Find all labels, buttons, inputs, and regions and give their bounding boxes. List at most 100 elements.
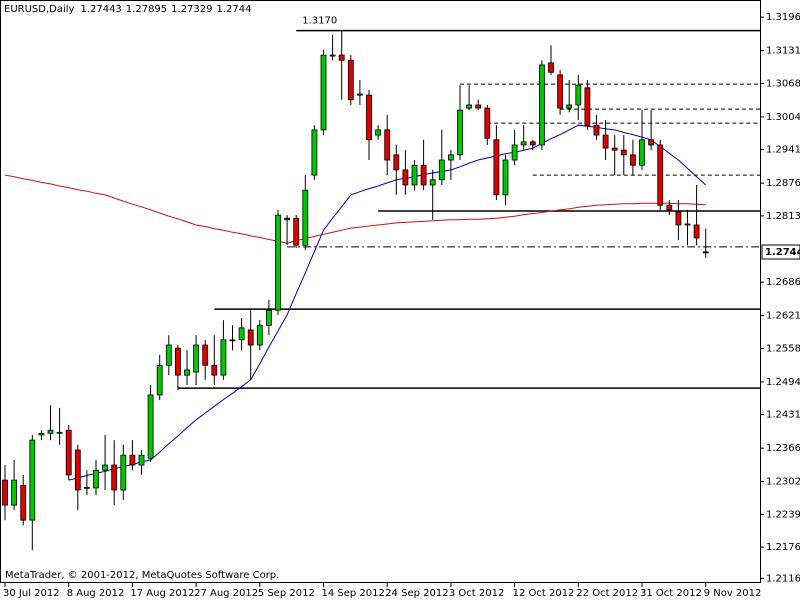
candle-body	[238, 327, 245, 341]
candle-body	[229, 339, 236, 342]
candle-body	[702, 251, 709, 254]
candle-body	[174, 347, 181, 376]
x-tick-label: 3 Oct 2012	[449, 588, 504, 599]
y-tick-label: 1.28135	[766, 211, 800, 222]
candle-body	[466, 104, 473, 109]
candle-body	[693, 224, 700, 239]
candle-body	[384, 129, 391, 161]
candle-body	[557, 74, 563, 109]
candle-body	[284, 217, 291, 221]
candle-body	[84, 486, 90, 489]
candle-body	[202, 344, 209, 366]
candle-body	[193, 344, 200, 373]
candle-body	[220, 339, 227, 376]
candle-body	[320, 54, 327, 131]
x-tick-label: 30 Jul 2012	[3, 588, 60, 599]
y-tick-label: 1.26215	[766, 311, 800, 322]
candle-body	[420, 164, 427, 186]
candle-body	[165, 344, 172, 366]
candle-body	[366, 94, 372, 141]
candle-body	[56, 431, 63, 434]
y-tick-label: 1.30685	[766, 78, 800, 89]
candle-body	[620, 149, 627, 156]
y-tick-label: 1.24940	[766, 377, 800, 388]
candle-body	[447, 154, 454, 161]
candle-body	[666, 204, 673, 211]
candle-body	[329, 54, 336, 57]
candle-body	[484, 107, 491, 139]
candle-body	[129, 454, 136, 466]
candle-body	[38, 432, 45, 436]
candle-body	[184, 369, 190, 376]
candle-body	[457, 109, 463, 156]
candle-body	[102, 464, 108, 471]
candle-body	[611, 147, 618, 151]
candle-body	[438, 159, 445, 181]
header-open: 1.27443	[80, 4, 121, 15]
candle-body	[2, 479, 8, 506]
level-label: 1.3170	[302, 16, 337, 27]
candle-body	[566, 104, 573, 109]
candle-body	[475, 104, 482, 109]
candle-body	[548, 62, 554, 73]
y-tick-label: 1.25585	[766, 343, 800, 354]
moving-average	[4, 174, 706, 244]
candle-body	[602, 134, 609, 149]
candle-body	[502, 159, 509, 196]
candle-body	[11, 479, 18, 506]
candle-body	[211, 364, 218, 376]
candle-body	[639, 139, 645, 166]
y-tick-label: 1.2116	[766, 573, 800, 584]
current-price-box	[761, 244, 800, 260]
candle-body	[630, 154, 636, 166]
x-tick-label: 5 Sep 2012	[258, 588, 315, 599]
moving-average	[68, 124, 707, 481]
candle-body	[375, 129, 382, 136]
candle-body	[156, 364, 163, 396]
candle-body	[74, 449, 81, 491]
candle-body	[338, 54, 345, 61]
candle-body	[593, 124, 600, 136]
x-tick-label: 17 Aug 2012	[130, 588, 194, 599]
y-tick-label: 1.23665	[766, 443, 800, 454]
candle-body	[584, 87, 591, 126]
x-tick-label: 9 Nov 2012	[704, 588, 762, 599]
candle-body	[20, 484, 27, 521]
candle-body	[529, 141, 536, 146]
candle-body	[138, 454, 145, 466]
candle-body	[684, 223, 691, 226]
y-tick-label: 1.22390	[766, 509, 800, 520]
candle-body	[657, 144, 664, 206]
candle-body	[575, 84, 582, 106]
y-tick-label: 1.21760	[766, 542, 800, 553]
candle-body	[520, 141, 527, 146]
candle-body	[293, 217, 300, 246]
candle-body	[111, 464, 118, 491]
candle-body	[402, 169, 409, 186]
candle-body	[511, 144, 518, 161]
x-tick-label: 24 Sep 2012	[385, 588, 448, 599]
candle-body	[311, 129, 318, 176]
candle-body	[256, 324, 263, 346]
candle-body	[275, 214, 281, 311]
x-tick-label: 27 Aug 2012	[194, 588, 258, 599]
y-tick-label: 1.31960	[766, 12, 800, 23]
plot-area: 1.3170	[2, 16, 764, 587]
candle-body	[302, 189, 309, 246]
candle-body	[93, 469, 99, 489]
candle-body	[265, 309, 272, 326]
header-high: 1.27895	[126, 4, 167, 15]
y-tick-label: 1.30040	[766, 112, 800, 123]
header-low: 1.27329	[171, 4, 212, 15]
y-tick-label: 1.31315	[766, 46, 800, 57]
plot-frame	[0, 0, 761, 583]
x-tick-label: 31 Oct 2012	[640, 588, 702, 599]
candle-body	[648, 139, 654, 146]
candle-body	[147, 394, 154, 459]
x-tick-label: 14 Sep 2012	[322, 588, 385, 599]
candle-body	[493, 139, 500, 196]
candle-body	[675, 211, 682, 226]
